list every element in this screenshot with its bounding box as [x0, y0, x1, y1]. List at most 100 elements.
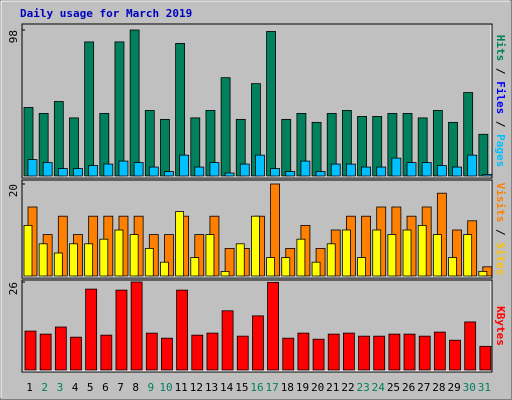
axis-label-part: Sites	[494, 242, 507, 275]
bar	[448, 257, 457, 277]
bar	[24, 330, 37, 371]
x-tick-label: 21	[326, 381, 339, 394]
bar	[144, 110, 155, 177]
bar	[206, 332, 219, 371]
bar	[88, 165, 99, 177]
bar	[417, 224, 427, 277]
bar	[297, 332, 310, 371]
bar	[53, 252, 63, 277]
axis-label: Visits / Sites	[494, 183, 507, 276]
bar	[23, 224, 33, 277]
bar	[194, 166, 205, 177]
x-tick-label: 31	[478, 381, 491, 394]
bar	[114, 229, 124, 277]
bar	[267, 281, 279, 371]
bar	[191, 334, 204, 371]
bar	[54, 326, 67, 371]
axis-label-part: KBytes	[494, 306, 507, 346]
bar	[270, 183, 280, 277]
x-tick-label: 25	[387, 381, 400, 394]
bar	[296, 238, 306, 277]
bar	[100, 334, 113, 371]
bar	[39, 333, 52, 371]
x-tick-label: 20	[311, 381, 324, 394]
bar	[391, 157, 402, 177]
y-tick-label: 26	[7, 282, 20, 295]
bar	[176, 289, 189, 371]
bar	[38, 243, 48, 277]
bar	[436, 165, 447, 177]
bar	[315, 171, 326, 177]
x-tick-label: 18	[281, 381, 294, 394]
bar	[129, 29, 140, 177]
bar	[452, 166, 462, 177]
x-tick-label: 13	[205, 381, 218, 394]
bar	[326, 243, 336, 277]
bar	[103, 163, 114, 177]
bar	[209, 162, 220, 177]
bar	[118, 160, 129, 177]
bar	[235, 243, 245, 277]
bar	[376, 166, 387, 177]
bar	[478, 270, 488, 277]
bar	[164, 234, 174, 277]
bar	[179, 154, 190, 177]
bar	[479, 345, 492, 371]
bar	[402, 229, 412, 277]
bar	[160, 261, 169, 277]
bar	[57, 215, 68, 277]
y-tick-label: 20	[7, 184, 20, 197]
bar	[270, 168, 280, 177]
x-tick-label: 26	[402, 381, 415, 394]
x-tick-label: 2	[41, 381, 48, 394]
bar	[164, 171, 174, 177]
bar	[27, 159, 38, 177]
bar	[266, 31, 276, 177]
bar	[69, 243, 78, 277]
x-tick-label: 4	[72, 381, 79, 394]
bar	[114, 41, 125, 177]
bar	[161, 337, 173, 371]
x-tick-label: 3	[57, 381, 64, 394]
bar	[236, 335, 249, 371]
bar	[129, 234, 139, 277]
x-tick-label: 6	[102, 381, 109, 394]
axis-label-part: /	[494, 114, 507, 134]
bar	[330, 163, 341, 177]
bar	[341, 229, 351, 277]
bar	[175, 211, 185, 277]
axis-label-part: Visits	[494, 183, 507, 223]
bar	[345, 163, 356, 177]
bar	[224, 172, 235, 177]
bar	[42, 162, 53, 177]
bar	[57, 168, 68, 177]
bar	[281, 118, 292, 177]
bar	[53, 101, 64, 177]
bar	[311, 261, 321, 277]
bar	[251, 215, 260, 277]
x-tick-label: 30	[463, 381, 476, 394]
x-tick-label: 28	[432, 381, 445, 394]
bar	[433, 331, 446, 371]
x-tick-label: 14	[220, 381, 234, 394]
x-tick-label: 9	[148, 381, 155, 394]
bar	[99, 238, 109, 277]
bar	[327, 333, 340, 371]
axis-label-part: Pages	[494, 134, 507, 167]
bar	[266, 257, 275, 277]
bar	[421, 162, 432, 177]
axis-label-part: Hits	[494, 35, 507, 62]
chart-title: Daily usage for March 2019	[20, 7, 192, 20]
axis-label-part: Files	[494, 81, 507, 114]
x-tick-label: 29	[447, 381, 460, 394]
bar	[300, 160, 311, 177]
bar	[432, 234, 442, 277]
x-tick-label: 5	[87, 381, 94, 394]
bar	[224, 247, 235, 277]
x-tick-label: 10	[159, 381, 172, 394]
bar	[145, 332, 158, 371]
bar	[418, 335, 431, 371]
bar	[73, 168, 83, 177]
x-tick-label: 17	[266, 381, 279, 394]
